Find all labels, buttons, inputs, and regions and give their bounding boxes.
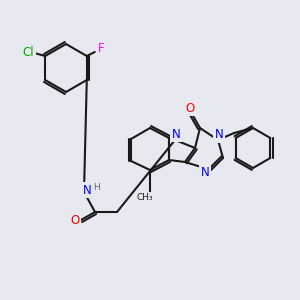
Text: F: F: [98, 43, 104, 56]
Text: H: H: [93, 182, 99, 191]
Text: N: N: [172, 128, 180, 140]
Text: N: N: [214, 128, 224, 142]
Text: Cl: Cl: [22, 46, 34, 59]
Text: O: O: [185, 101, 195, 115]
Text: O: O: [70, 214, 80, 227]
Text: N: N: [82, 184, 91, 196]
Text: CH₃: CH₃: [137, 194, 153, 202]
Text: N: N: [201, 167, 209, 179]
